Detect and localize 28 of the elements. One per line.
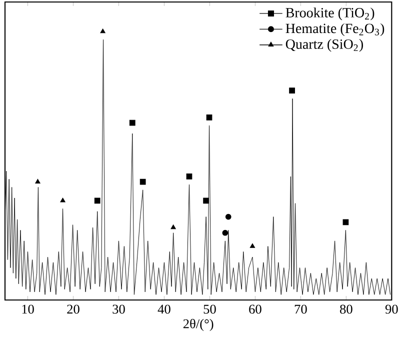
x-tick-label: 60 bbox=[249, 304, 262, 314]
point bbox=[206, 114, 212, 120]
point bbox=[250, 243, 256, 248]
point bbox=[35, 178, 40, 184]
legend-label: Hematite (Fe$_{2}$O$_{3}$) bbox=[286, 23, 384, 36]
point bbox=[342, 219, 349, 226]
point bbox=[100, 28, 106, 34]
point bbox=[225, 214, 232, 220]
legend-label: Brookite (TiO$_{2}$) bbox=[286, 8, 374, 20]
x-tick-label: 50 bbox=[204, 304, 216, 314]
x-axis-title: 2θ/(°) bbox=[183, 318, 214, 332]
x-tick-label: 40 bbox=[158, 304, 170, 314]
x-tick-label: 70 bbox=[294, 304, 307, 314]
x-tick-label: 20 bbox=[67, 304, 80, 314]
x-tick-label: 30 bbox=[112, 304, 125, 314]
point bbox=[94, 198, 100, 204]
point bbox=[140, 178, 146, 185]
x-tick-label: 80 bbox=[340, 304, 352, 314]
point bbox=[289, 88, 295, 94]
point bbox=[186, 174, 192, 180]
point bbox=[60, 198, 66, 202]
legend-label: Quartz (SiO$_{2}$) bbox=[286, 39, 363, 52]
x-tick-label: 90 bbox=[385, 304, 398, 314]
point bbox=[203, 198, 209, 204]
x-tick-label: 10 bbox=[22, 304, 34, 314]
point bbox=[129, 120, 136, 126]
point bbox=[170, 224, 176, 230]
point bbox=[222, 230, 228, 236]
